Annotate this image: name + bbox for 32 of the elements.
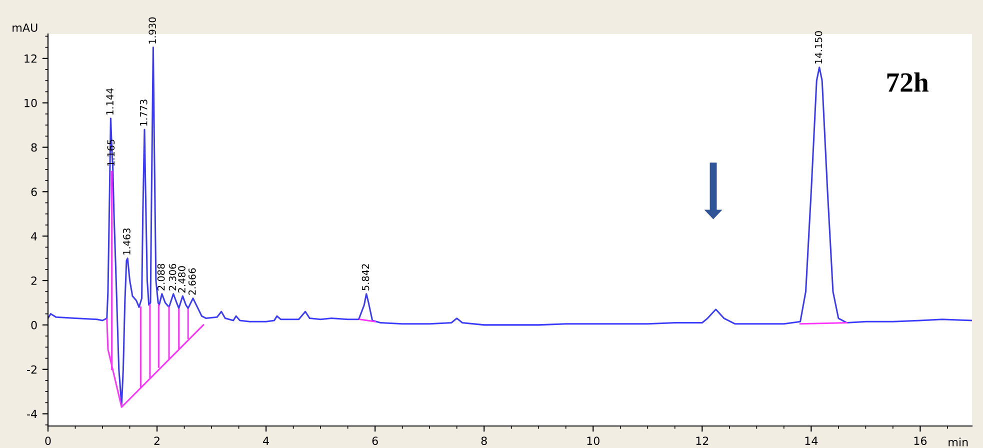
x-tick-label: 4 [263,436,269,445]
x-tick-label: 12 [696,436,708,445]
y-tick-label: 0 [31,320,37,330]
annotation: 72h [887,72,929,92]
annotation: 1.463 [123,228,130,254]
y-tick-label: 10 [24,98,37,108]
annotation: 2.480 [178,266,186,293]
y-tick-label: 12 [24,54,36,63]
annotation: 1.930 [148,17,156,44]
annotation: 2.088 [157,264,165,290]
x-tick-label: 0 [45,436,51,446]
annotation: 1.165 [107,140,115,166]
x-tick-label: 2 [154,436,160,445]
annotation: 2.666 [188,268,196,295]
annotation: 1.144 [106,88,114,115]
annotation: 2.306 [168,264,176,290]
annotation: 14.150 [814,31,822,64]
x-tick-label: 14 [805,436,818,445]
x-tick-label: 10 [587,436,600,446]
y-axis-title: mAU [12,24,38,32]
x-tick-label: 16 [914,436,927,446]
y-tick-label: 4 [31,232,37,240]
x-axis-title: min [948,438,968,446]
annotation: 1.773 [140,100,148,126]
annotation: 5.842 [362,264,370,290]
x-tick-label: 6 [372,436,378,446]
y-tick-label: -4 [27,410,37,418]
y-tick-label: 2 [31,276,36,285]
y-tick-label: -2 [27,365,36,374]
x-tick-label: 8 [481,436,487,446]
y-tick-label: 6 [31,188,37,196]
y-tick-label: 8 [31,143,37,152]
